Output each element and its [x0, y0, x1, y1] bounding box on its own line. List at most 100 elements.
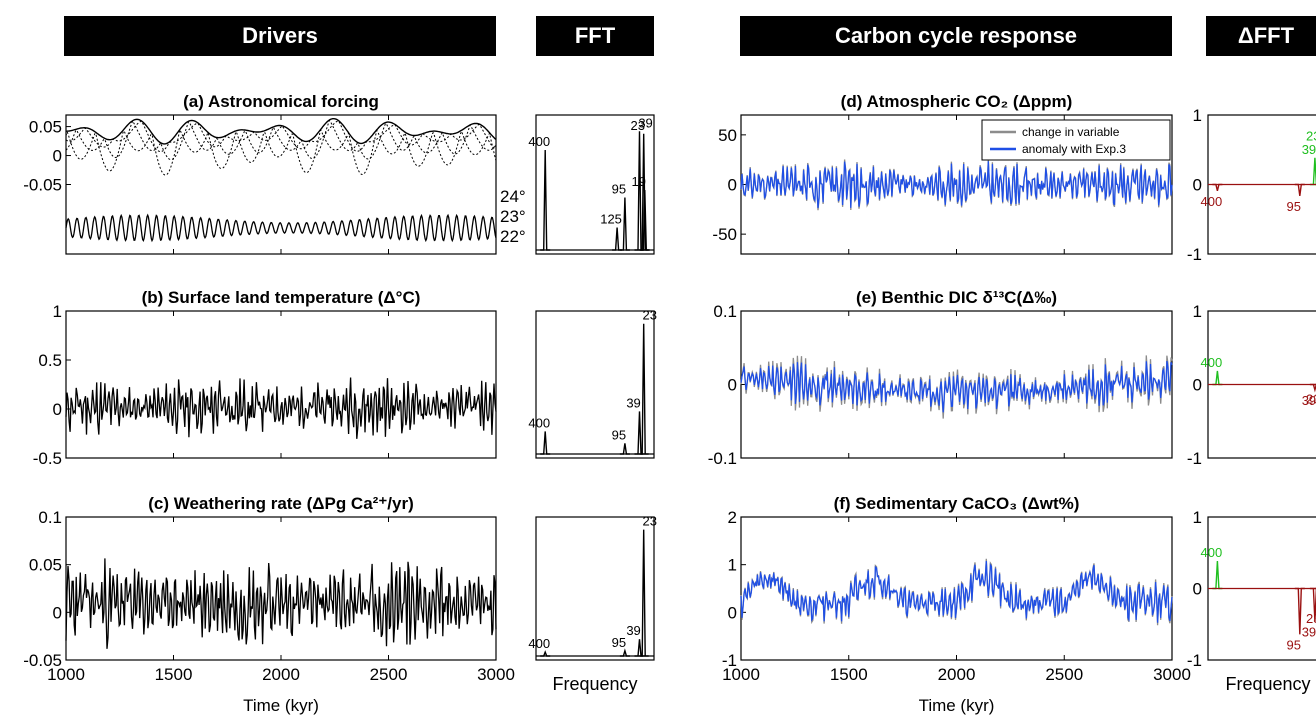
peak-label: 39 — [1302, 142, 1316, 157]
peak-label: 400 — [528, 134, 550, 149]
panel-c-fft-frame — [535, 516, 655, 661]
y-tick-label: 0 — [728, 176, 737, 195]
fft-peak — [1309, 383, 1316, 393]
peak-label: 39 — [626, 395, 640, 410]
panel-a-fft-frame — [535, 114, 655, 255]
fft-peak — [1309, 157, 1316, 186]
carbon-banner: Carbon cycle response — [740, 16, 1172, 56]
chart-title-d: (d) Atmospheric CO₂ (Δppm) — [841, 92, 1073, 111]
co2-anomaly-line — [740, 161, 1173, 209]
peak-label: 19 — [632, 174, 646, 189]
dfft-y-tick-label: 1 — [1193, 106, 1202, 125]
legend-box — [981, 119, 1171, 161]
fft-peak — [1212, 560, 1223, 590]
y-tick-label: 0 — [728, 603, 737, 622]
drivers-banner: Drivers — [64, 16, 496, 56]
precession-line — [65, 120, 497, 153]
peak-label: 95 — [1287, 637, 1301, 652]
peak-label: 95 — [612, 635, 626, 650]
legend-label-change: change in variable — [1022, 125, 1120, 139]
chart-title-f: (f) Sedimentary CaCO₃ (Δwt%) — [834, 494, 1080, 513]
y-tick-label: 2 — [728, 508, 737, 527]
fft-peak — [619, 648, 630, 657]
fft-peak — [1212, 370, 1223, 386]
peak-label: 400 — [1201, 545, 1223, 560]
peak-label: 400 — [1201, 355, 1223, 370]
chart-title-a: (a) Astronomical forcing — [183, 92, 379, 111]
y-tick-label: -0.5 — [33, 449, 62, 468]
dfft-banner: ΔFFT — [1206, 16, 1316, 56]
y-tick-label: 0.05 — [29, 556, 62, 575]
y-tick-label: -0.05 — [23, 176, 62, 195]
peak-label: 23 — [1306, 392, 1316, 407]
peak-label: 125 — [600, 212, 622, 227]
y-tick-label: 1 — [53, 302, 62, 321]
dfft-y-tick-label: -1 — [1187, 651, 1202, 670]
dfft-y-tick-label: 0 — [1193, 376, 1202, 395]
dfft-y-tick-label: 1 — [1193, 302, 1202, 321]
y-tick-label: 0.5 — [38, 351, 62, 370]
peak-label: 23 — [642, 514, 656, 529]
fft-peak — [540, 431, 551, 455]
caco3-anomaly-line — [740, 560, 1173, 623]
y-tick-label: 0 — [53, 147, 62, 166]
y-tick-label: 0.1 — [38, 508, 62, 527]
y-tick-label: 0.1 — [713, 302, 737, 321]
fft-peak — [619, 443, 630, 455]
y-tick-label: -50 — [712, 225, 737, 244]
chart-title-e: (e) Benthic DIC δ¹³C(Δ‰) — [856, 288, 1057, 307]
y-tick-label: -0.05 — [23, 651, 62, 670]
x-tick-label: 2000 — [262, 665, 300, 684]
dfft-y-tick-label: 1 — [1193, 508, 1202, 527]
peak-label: 23 — [630, 118, 644, 133]
temperature-line — [65, 377, 497, 439]
peak-label: 39 — [638, 115, 652, 130]
y-tick-label: 0 — [728, 376, 737, 395]
dfft-y-tick-label: 0 — [1193, 580, 1202, 599]
peak-label: 39 — [1302, 624, 1316, 639]
fft-peak — [1212, 183, 1223, 191]
dfft-y-tick-label: -1 — [1187, 245, 1202, 264]
x-tick-label: 2500 — [370, 665, 408, 684]
fft-peak — [1294, 183, 1305, 196]
x-tick-label: 1500 — [830, 665, 868, 684]
obliquity-tick-label: 23° — [500, 207, 526, 226]
y-tick-label: 1 — [728, 556, 737, 575]
fft-peak — [612, 227, 623, 251]
y-tick-label: 0 — [53, 603, 62, 622]
peak-label: 23 — [642, 308, 656, 323]
x-tick-label: 3000 — [477, 665, 515, 684]
d13c-anomaly-line — [740, 360, 1173, 413]
precession-line — [65, 119, 497, 161]
peak-label: 400 — [528, 636, 550, 651]
peak-label: 95 — [612, 182, 626, 197]
y-tick-label: -1 — [722, 651, 737, 670]
fft-axis-label: Frequency — [552, 674, 637, 694]
precession-line — [66, 117, 497, 145]
obliquity-tick-label: 24° — [500, 187, 526, 206]
precession-line — [65, 128, 497, 176]
x-axis-label-right: Time (kyr) — [919, 696, 995, 715]
peak-label: 95 — [612, 427, 626, 442]
dfft-y-tick-label: 0 — [1193, 176, 1202, 195]
x-tick-label: 2500 — [1045, 665, 1083, 684]
legend-label-anomaly: anomaly with Exp.3 — [1022, 142, 1126, 156]
y-tick-label: -0.1 — [708, 449, 737, 468]
fft-peak — [540, 149, 551, 251]
dfft-y-tick-label: -1 — [1187, 449, 1202, 468]
panel-b-frame — [65, 310, 497, 459]
peak-label: 23 — [1306, 128, 1316, 143]
x-tick-label: 3000 — [1153, 665, 1191, 684]
y-tick-label: 50 — [718, 126, 737, 145]
dfft-axis-label: Frequency — [1225, 674, 1310, 694]
x-axis-label-left: Time (kyr) — [243, 696, 319, 715]
peak-label: 400 — [528, 415, 550, 430]
weathering-line — [65, 558, 497, 649]
y-tick-label: 0.05 — [29, 118, 62, 137]
panel-b-fft-frame — [535, 310, 655, 459]
y-tick-label: 0 — [53, 400, 62, 419]
peak-label: 23 — [1306, 611, 1316, 626]
peak-label: 39 — [1302, 393, 1316, 408]
obliquity-line — [65, 213, 497, 243]
